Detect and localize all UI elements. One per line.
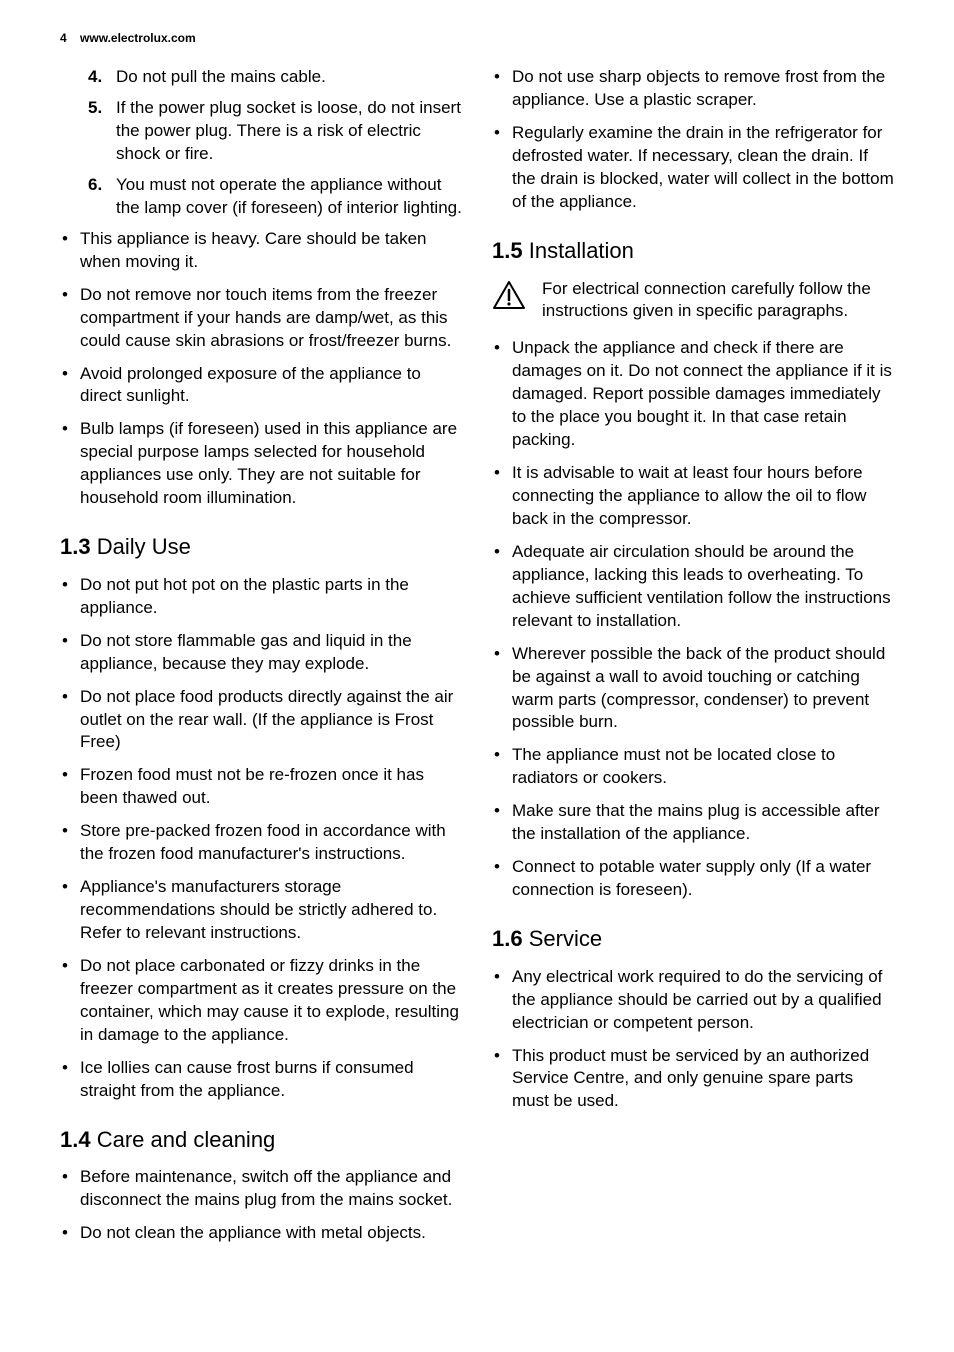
item-text: Unpack the appliance and check if there … [512, 338, 892, 449]
warning-icon [492, 280, 526, 317]
item-text: Regularly examine the drain in the refri… [512, 123, 894, 211]
item-text: Frozen food must not be re-frozen once i… [80, 765, 424, 807]
item-text: It is advisable to wait at least four ho… [512, 463, 866, 528]
content-columns: 4. Do not pull the mains cable. 5. If the … [60, 66, 894, 1255]
list-item: Adequate air circulation should be aroun… [492, 541, 894, 633]
list-item: Appliance's manufacturers storage recomm… [60, 876, 462, 945]
item-text: Do not remove nor touch items from the f… [80, 285, 451, 350]
bullet-list-1-6: Any electrical work required to do the s… [492, 966, 894, 1114]
list-item: Do not put hot pot on the plastic parts … [60, 574, 462, 620]
list-item: Connect to potable water supply only (If… [492, 856, 894, 902]
item-text: The appliance must not be located close … [512, 745, 835, 787]
list-item: Any electrical work required to do the s… [492, 966, 894, 1035]
section-number: 1.4 [60, 1127, 91, 1152]
item-text: Any electrical work required to do the s… [512, 967, 882, 1032]
item-text: Bulb lamps (if foreseen) used in this ap… [80, 419, 457, 507]
item-text: Wherever possible the back of the produc… [512, 644, 885, 732]
item-text: Adequate air circulation should be aroun… [512, 542, 891, 630]
list-item: Do not use sharp objects to remove frost… [492, 66, 894, 112]
list-item: Do not place food products directly agai… [60, 686, 462, 755]
list-item: Ice lollies can cause frost burns if con… [60, 1057, 462, 1103]
page-number: 4 [60, 31, 67, 45]
warning-box: For electrical connection carefully foll… [492, 278, 894, 324]
list-item: Make sure that the mains plug is accessi… [492, 800, 894, 846]
section-title: Installation [529, 238, 634, 263]
list-item: Do not remove nor touch items from the f… [60, 284, 462, 353]
list-item: This product must be serviced by an auth… [492, 1045, 894, 1114]
left-column: 4. Do not pull the mains cable. 5. If the … [60, 66, 462, 1255]
item-text: Do not place food products directly agai… [80, 687, 453, 752]
item-text: Do not put hot pot on the plastic parts … [80, 575, 409, 617]
item-text: Ice lollies can cause frost burns if con… [80, 1058, 414, 1100]
section-number: 1.5 [492, 238, 523, 263]
item-number: 5. [88, 97, 102, 120]
item-text: You must not operate the appliance witho… [116, 175, 462, 217]
section-number: 1.6 [492, 926, 523, 951]
list-item: Do not place carbonated or fizzy drinks … [60, 955, 462, 1047]
bullet-list-1-5: Unpack the appliance and check if there … [492, 337, 894, 902]
section-heading-1-3: 1.3 Daily Use [60, 532, 462, 562]
list-item: Do not clean the appliance with metal ob… [60, 1222, 462, 1245]
list-item: 6. You must not operate the appliance wit… [88, 174, 462, 220]
list-item: Before maintenance, switch off the appli… [60, 1166, 462, 1212]
item-text: If the power plug socket is loose, do no… [116, 98, 461, 163]
item-text: Do not place carbonated or fizzy drinks … [80, 956, 459, 1044]
item-text: Connect to potable water supply only (If… [512, 857, 871, 899]
list-item: Wherever possible the back of the produc… [492, 643, 894, 735]
item-text: Do not pull the mains cable. [116, 67, 326, 86]
list-item: It is advisable to wait at least four ho… [492, 462, 894, 531]
section-number: 1.3 [60, 534, 91, 559]
section-heading-1-4: 1.4 Care and cleaning [60, 1125, 462, 1155]
item-text: Do not use sharp objects to remove frost… [512, 67, 885, 109]
bullet-list: This appliance is heavy. Care should be … [60, 228, 462, 510]
right-column: Do not use sharp objects to remove frost… [492, 66, 894, 1255]
item-text: Do not store flammable gas and liquid in… [80, 631, 412, 673]
item-number: 6. [88, 174, 102, 197]
list-item: Avoid prolonged exposure of the applianc… [60, 363, 462, 409]
section-title: Daily Use [97, 534, 191, 559]
list-item: Unpack the appliance and check if there … [492, 337, 894, 452]
section-heading-1-5: 1.5 Installation [492, 236, 894, 266]
item-text: This product must be serviced by an auth… [512, 1046, 869, 1111]
item-text: Avoid prolonged exposure of the applianc… [80, 364, 421, 406]
list-item: This appliance is heavy. Care should be … [60, 228, 462, 274]
bullet-list-1-4: Before maintenance, switch off the appli… [60, 1166, 462, 1245]
list-item: 5. If the power plug socket is loose, do … [88, 97, 462, 166]
section-title: Service [529, 926, 602, 951]
list-item: Do not store flammable gas and liquid in… [60, 630, 462, 676]
item-text: Store pre-packed frozen food in accordan… [80, 821, 446, 863]
list-item: 4. Do not pull the mains cable. [88, 66, 462, 89]
list-item: Frozen food must not be re-frozen once i… [60, 764, 462, 810]
item-text: Appliance's manufacturers storage recomm… [80, 877, 437, 942]
numbered-list-continuation: 4. Do not pull the mains cable. 5. If the … [60, 66, 462, 220]
page-header: 4 www.electrolux.com [60, 30, 894, 46]
item-number: 4. [88, 66, 102, 89]
item-text: This appliance is heavy. Care should be … [80, 229, 427, 271]
item-text: Do not clean the appliance with metal ob… [80, 1223, 426, 1242]
list-item: The appliance must not be located close … [492, 744, 894, 790]
item-text: Before maintenance, switch off the appli… [80, 1167, 452, 1209]
section-title: Care and cleaning [97, 1127, 276, 1152]
bullet-list-1-3: Do not put hot pot on the plastic parts … [60, 574, 462, 1103]
list-item: Store pre-packed frozen food in accordan… [60, 820, 462, 866]
list-item: Regularly examine the drain in the refri… [492, 122, 894, 214]
warning-text: For electrical connection carefully foll… [542, 278, 894, 324]
bullet-list-top: Do not use sharp objects to remove frost… [492, 66, 894, 214]
section-heading-1-6: 1.6 Service [492, 924, 894, 954]
list-item: Bulb lamps (if foreseen) used in this ap… [60, 418, 462, 510]
site-url: www.electrolux.com [80, 31, 196, 45]
item-text: Make sure that the mains plug is accessi… [512, 801, 880, 843]
